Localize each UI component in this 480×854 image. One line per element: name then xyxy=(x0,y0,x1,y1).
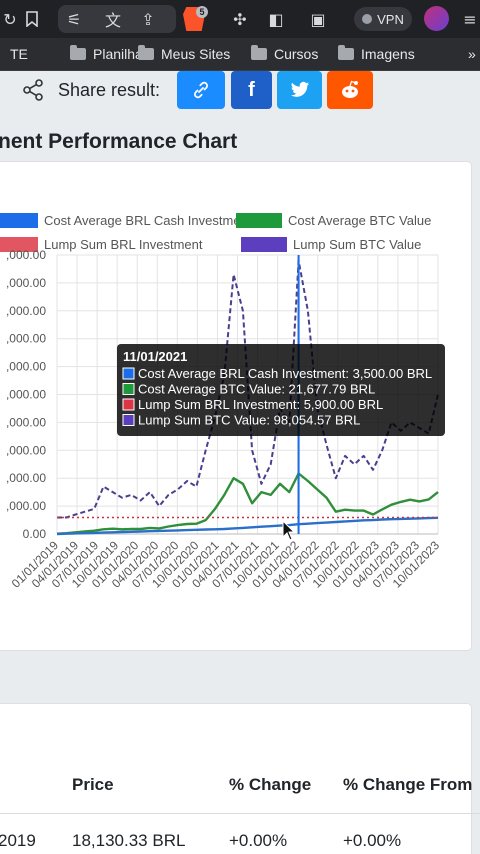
tooltip-swatch xyxy=(122,367,135,380)
bookmark-meus-sites[interactable]: Meus Sites xyxy=(138,45,231,62)
series-line-cost-average-brl-cash-investment xyxy=(56,516,439,536)
legend-label: Cost Average BRL Cash Investment xyxy=(44,213,252,228)
legend-swatch xyxy=(0,213,38,228)
extensions-icon[interactable]: ✣ xyxy=(233,9,247,29)
table-divider xyxy=(0,813,480,814)
legend-swatch xyxy=(0,237,38,252)
bookmarks-bar: TE Planilha Meus Sites Cursos Imagens » xyxy=(0,38,480,71)
table-cell-change-from: +0.00% xyxy=(343,831,402,850)
y-tick-label: ,000.00 xyxy=(6,388,46,402)
menu-icon[interactable]: ≡ xyxy=(463,9,477,29)
legend-label: Lump Sum BTC Value xyxy=(293,237,421,252)
bookmark-label: Imagens xyxy=(361,46,415,62)
share-icon xyxy=(23,79,43,101)
table-cell-price: 18,130.33 BRL xyxy=(72,831,186,850)
y-tick-label: ,000.00 xyxy=(6,304,46,318)
legend-swatch xyxy=(241,237,287,252)
tooltip-line: Lump Sum BTC Value: 98,054.57 BRL xyxy=(138,413,360,428)
translate-icon[interactable]: 文 xyxy=(104,11,121,30)
bookmark-imagens[interactable]: Imagens xyxy=(338,45,415,62)
share-result-label: Share result: xyxy=(58,80,161,100)
vpn-button[interactable]: VPN xyxy=(354,7,412,31)
table-header-change: % Change xyxy=(229,775,312,794)
folder-icon xyxy=(251,45,267,60)
vpn-label: VPN xyxy=(377,11,404,27)
table-header-change-from: % Change From xyxy=(343,775,473,794)
more-bookmarks-icon[interactable]: » xyxy=(468,46,476,62)
legend-label: Lump Sum BRL Investment xyxy=(44,237,203,252)
mouse-cursor-icon xyxy=(282,519,296,541)
y-tick-label: 0.00 xyxy=(23,527,47,541)
table-card xyxy=(0,703,472,854)
sidebar-icon[interactable]: ◧ xyxy=(268,9,284,29)
y-tick-label: ,000.00 xyxy=(6,443,46,457)
tune-icon[interactable]: ⚟ xyxy=(66,9,82,29)
wallet-icon[interactable]: ▣ xyxy=(310,9,326,29)
table-cell-date: 2019 xyxy=(0,831,36,850)
facebook-icon: f xyxy=(248,78,255,101)
url-actions-group xyxy=(58,5,176,33)
y-tick-label: ,000.00 xyxy=(6,276,46,290)
bookmark-label: Meus Sites xyxy=(161,46,231,62)
twitter-share-button[interactable] xyxy=(277,71,322,109)
y-tick-label: ,000.00 xyxy=(6,332,46,346)
legend-label: Cost Average BTC Value xyxy=(288,213,431,228)
bookmark-cursos[interactable]: Cursos xyxy=(251,45,319,62)
legend-swatch xyxy=(236,213,282,228)
tooltip-background xyxy=(117,344,445,436)
bookmark-label: Cursos xyxy=(274,46,319,62)
tooltip-swatch xyxy=(122,414,135,426)
reddit-icon xyxy=(342,80,358,98)
y-tick-label: ,000.00 xyxy=(6,248,46,262)
copy-link-button[interactable] xyxy=(177,71,225,109)
section-title: nent Performance Chart xyxy=(0,130,238,153)
performance-chart: Cost Average BRL Cash Investment Cost Ave… xyxy=(0,213,445,591)
bookmark-icon[interactable] xyxy=(20,7,44,31)
tooltip-line: Lump Sum BRL Investment: 5,900.00 BRL xyxy=(138,397,383,412)
chart-tooltip: 11/01/2021 Cost Average BRL Cash Investme… xyxy=(117,344,445,436)
series-line-cost-average-btc-value xyxy=(56,472,439,535)
tooltip-line: Cost Average BRL Cash Investment: 3,500.… xyxy=(138,366,432,381)
facebook-share-button[interactable]: f xyxy=(231,71,272,109)
page-content: Share result: f nent Performance Chart C… xyxy=(0,71,480,854)
folder-icon xyxy=(70,45,86,60)
vpn-status-icon xyxy=(362,14,373,24)
tooltip-swatch xyxy=(122,383,135,395)
y-tick-label: ,000.00 xyxy=(6,415,46,429)
share-page-icon[interactable]: ⇪ xyxy=(141,9,155,29)
tooltip-title: 11/01/2021 xyxy=(123,349,187,364)
tooltip-line: Cost Average BTC Value: 21,677.79 BRL xyxy=(138,382,375,397)
y-tick-label: ,000.00 xyxy=(6,471,46,485)
twitter-icon xyxy=(290,81,309,97)
folder-icon xyxy=(138,45,154,60)
y-tick-label: ,000.00 xyxy=(6,360,46,374)
brave-shields-badge: 5 xyxy=(196,6,208,18)
bookmark-label: TE xyxy=(10,46,28,62)
reload-icon[interactable]: ↻ xyxy=(3,9,17,29)
bookmark-planilha[interactable]: Planilha xyxy=(70,45,143,62)
table-header-price: Price xyxy=(72,775,114,794)
link-icon xyxy=(194,81,208,99)
profile-avatar[interactable] xyxy=(424,6,449,31)
bookmark-te[interactable]: TE xyxy=(10,46,28,62)
reddit-share-button[interactable] xyxy=(327,71,373,109)
table-cell-change: +0.00% xyxy=(229,831,288,850)
folder-icon xyxy=(338,45,354,60)
tooltip-swatch xyxy=(122,398,135,411)
bookmark-label: Planilha xyxy=(93,46,143,62)
browser-toolbar: ↻ ⚟ 文 ⇪ 5 ✣ ◧ ▣ VPN ≡ xyxy=(0,0,480,38)
y-tick-label: ,000.00 xyxy=(6,499,46,513)
